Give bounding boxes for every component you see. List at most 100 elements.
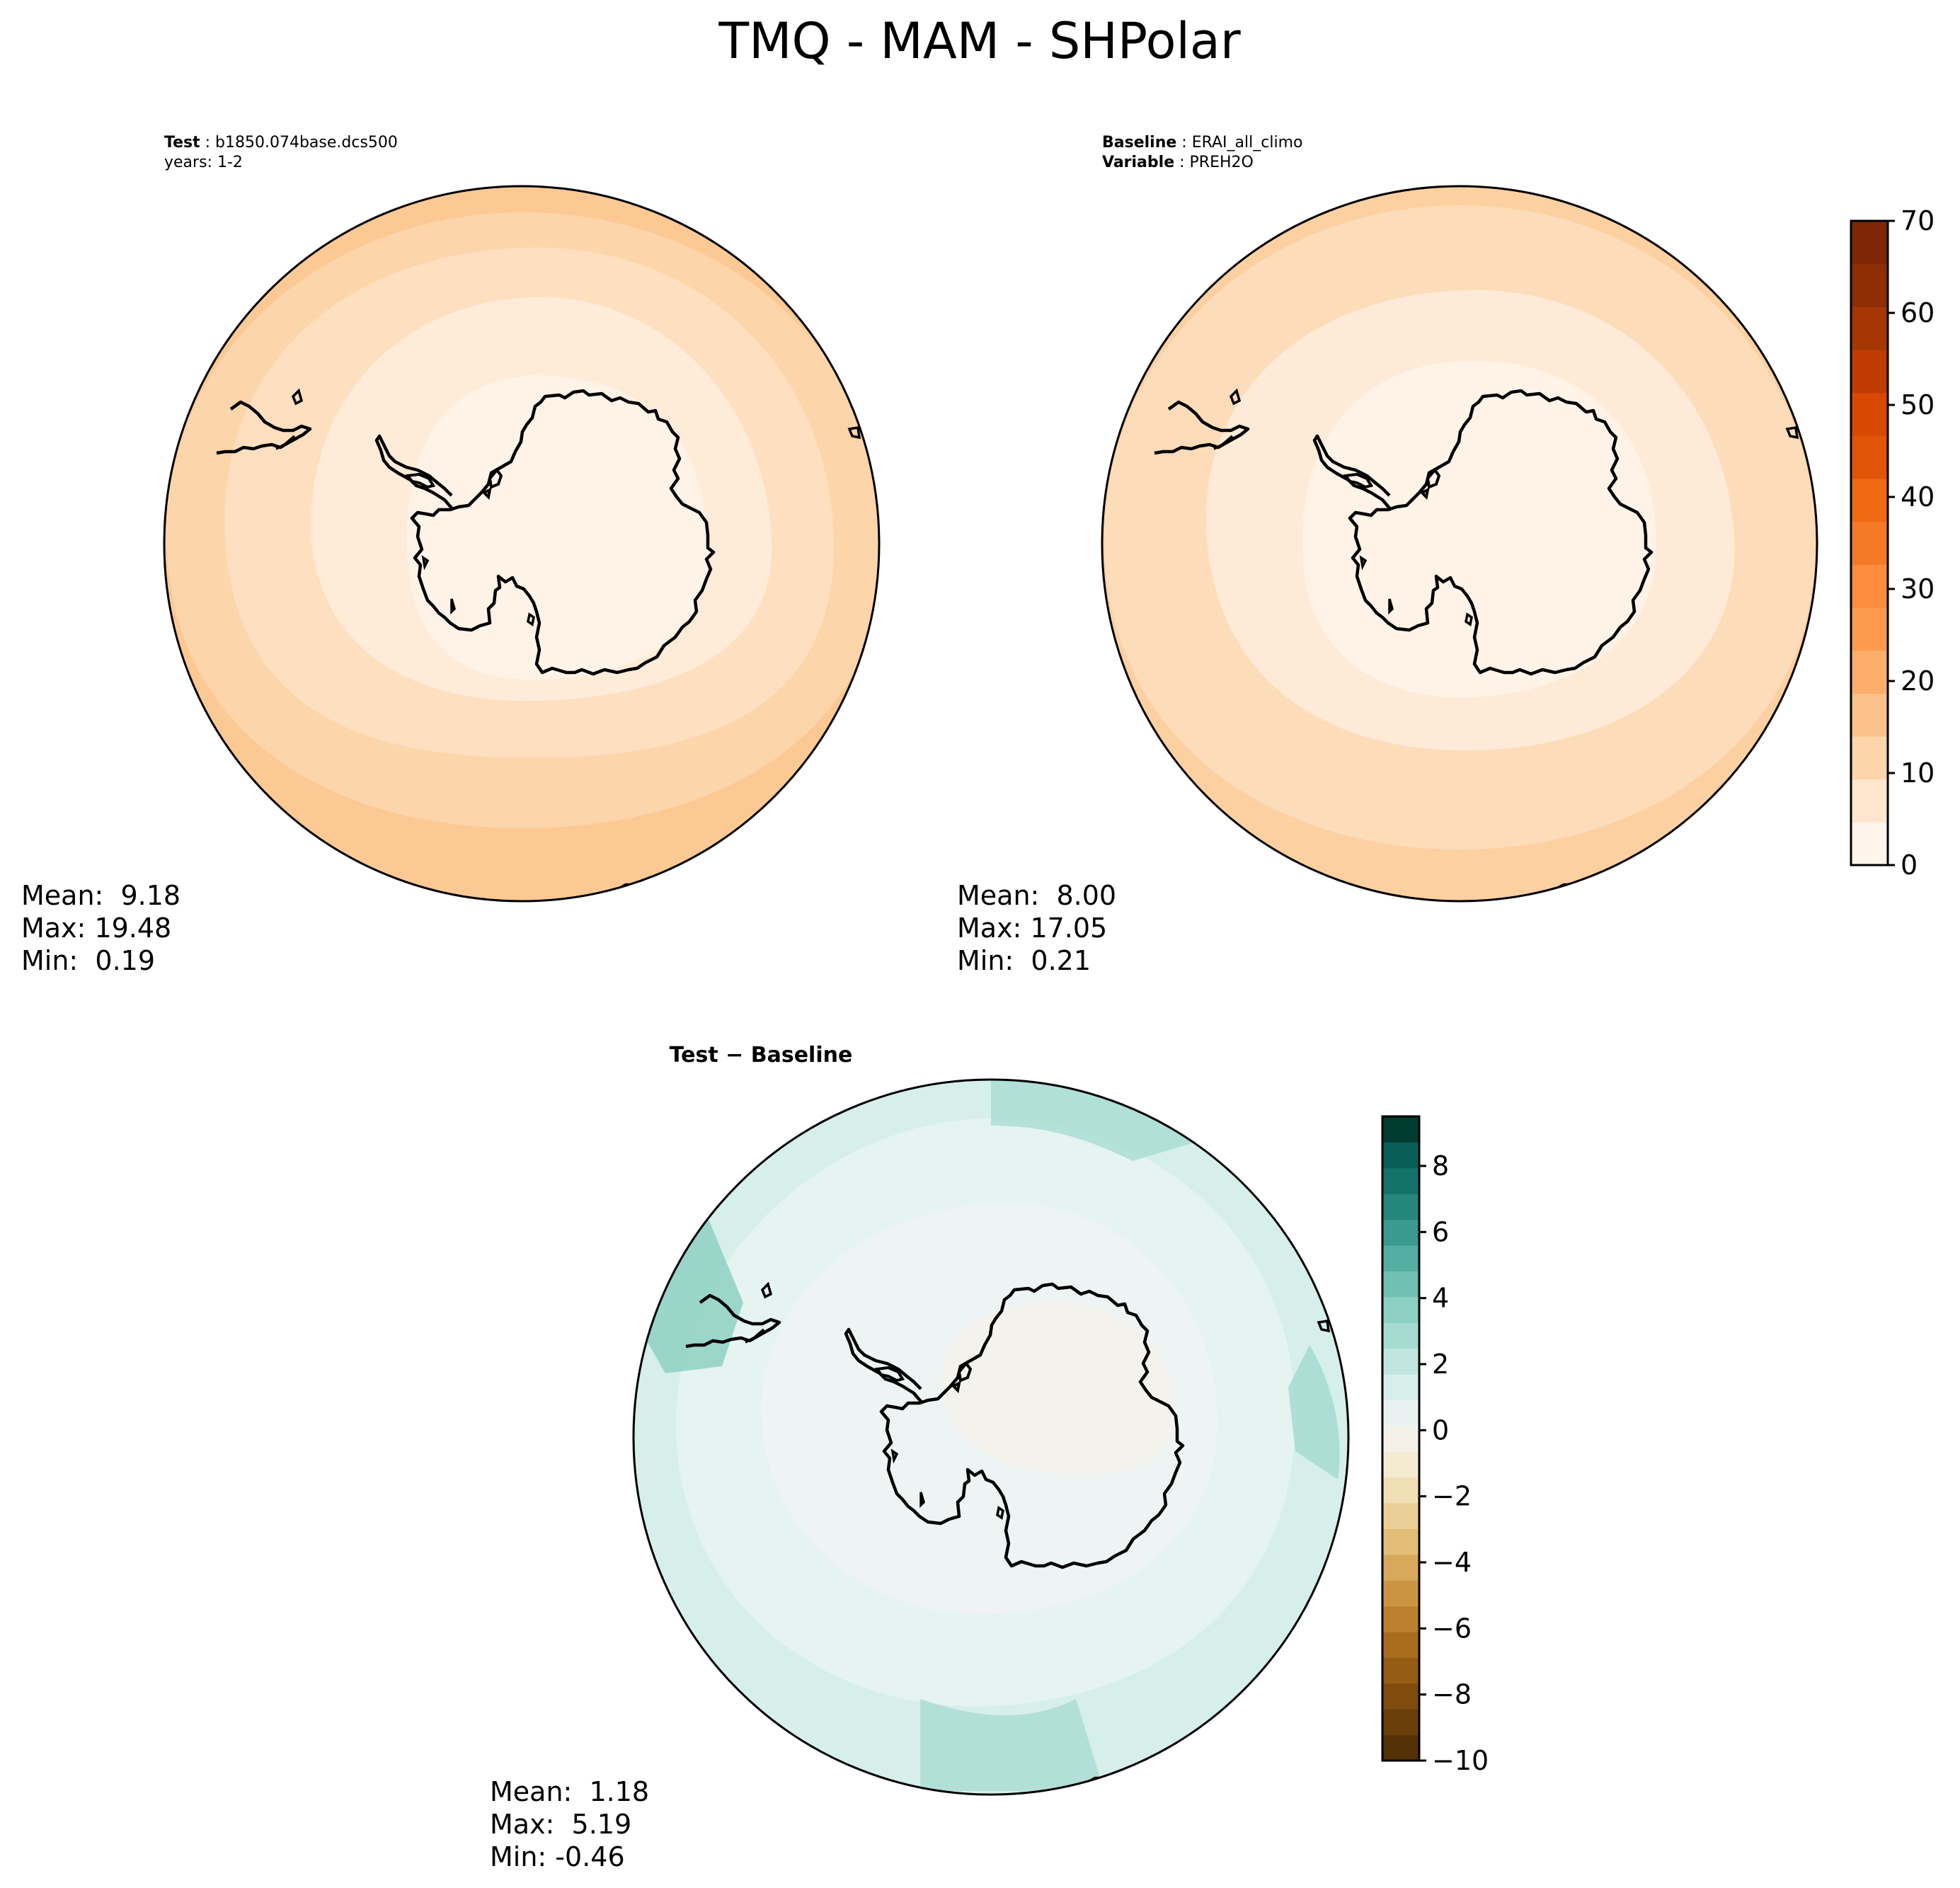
colorbar-diff-tick-label: 8 [1432,1150,1449,1182]
colorbar-diff-segment [1382,1400,1419,1426]
colorbar-top-segment [1851,221,1888,265]
test-years: years: 1-2 [164,154,243,171]
baseline-variable: Variable : PREH2O [1102,154,1254,171]
colorbar-diff-segment [1382,1657,1419,1684]
colorbar-top-segment [1851,736,1888,780]
colorbar-top-tick-label: 50 [1901,389,1935,420]
colorbar-diff-segment [1382,1477,1419,1504]
test-map-border [163,185,881,903]
colorbar-top-frame [1850,219,1889,866]
colorbar-diff-frame [1381,1115,1421,1762]
colorbar-diff-segment [1382,1374,1419,1400]
colorbar-diff-segment [1382,1528,1419,1555]
colorbar-top-segment [1851,693,1888,737]
baseline-field-core [1302,360,1657,698]
colorbar-diff-segment [1382,1116,1419,1143]
test-map [164,186,879,901]
colorbar-top-segment [1851,350,1888,394]
colorbar-top-segment [1851,521,1888,565]
colorbar-diff-segment [1382,1142,1419,1169]
colorbar-diff-segment [1382,1632,1419,1658]
test-mean: Mean: 9.18 [21,880,180,911]
colorbar-top-tick-label: 40 [1901,481,1935,513]
colorbar-top-segment [1851,307,1888,350]
baseline-label: Baseline : ERAI_all_climo [1102,134,1302,151]
diff-mean: Mean: 1.18 [490,1776,649,1807]
colorbar-diff-segment [1382,1580,1419,1607]
colorbar-diff-segment [1382,1683,1419,1710]
colorbar-top-segment [1851,650,1888,694]
colorbar-diff-tick-label: 4 [1432,1283,1449,1314]
diff-title: Test − Baseline [670,1043,853,1068]
colorbar-top-tick-label: 70 [1901,205,1935,236]
colorbar-top-segment [1851,263,1888,307]
colorbar-top-segment [1851,779,1888,823]
diff-field-high-east [1288,1345,1340,1480]
colorbar-diff-segment [1382,1734,1419,1761]
colorbar-top-segment [1851,392,1888,436]
baseline-mean: Mean: 8.00 [957,880,1116,911]
colorbar-diff-segment [1382,1219,1419,1246]
diff-map [634,1080,1348,1795]
colorbar-diff-segment [1382,1425,1419,1452]
baseline-label-key: Baseline [1102,134,1176,151]
diff-min: Min: -0.46 [490,1841,625,1872]
test-field-core [406,375,709,680]
baseline-map [1102,186,1817,901]
baseline-max: Max: 17.05 [957,912,1107,944]
colorbar-diff-segment [1382,1194,1419,1220]
colorbar-top-tick-label: 30 [1901,573,1935,605]
colorbar-top-tick-label: 10 [1901,757,1935,789]
colorbar-diff-tick-label: −2 [1432,1481,1472,1512]
test-max: Max: 19.48 [21,912,171,944]
colorbar-diff-tick-label: −4 [1432,1547,1472,1578]
colorbar-top-segment [1851,564,1888,608]
baseline-min: Min: 0.21 [957,945,1091,976]
colorbar-diff-tick-label: 0 [1432,1414,1449,1446]
colorbar-top-tick-label: 0 [1901,849,1918,881]
test-label: Test : b1850.074base.dcs500 [164,134,398,151]
colorbar-diff-segment [1382,1606,1419,1632]
baseline-map-border [1101,185,1818,903]
colorbar-diff-segment [1382,1271,1419,1298]
diff-field-core [941,1302,1176,1475]
baseline-variable-key: Variable [1102,154,1174,171]
colorbar-diff-segment [1382,1503,1419,1529]
test-panel: Test : b1850.074base.dcs500 years: 1-2 M… [21,134,881,976]
colorbar-top-segment [1851,822,1888,866]
colorbar-diff-segment [1382,1245,1419,1271]
test-label-value: b1850.074base.dcs500 [215,134,398,151]
diff-map-border [632,1078,1350,1796]
colorbar-diff-tick-label: −8 [1432,1679,1472,1710]
baseline-variable-value: PREH2O [1190,154,1254,171]
baseline-panel: Baseline : ERAI_all_climo Variable : PRE… [957,134,1818,976]
test-min: Min: 0.19 [21,945,155,976]
colorbar-top-segment [1851,435,1888,479]
colorbar-diff-segment [1382,1167,1419,1194]
colorbar-diff: 8 6 4 2 0 −2 −4 −6 −8 −10 [1381,1115,1489,1776]
colorbar-diff-tick-label: −10 [1432,1745,1489,1776]
colorbar-diff-tick-label: −6 [1432,1613,1472,1644]
colorbar-diff-segment [1382,1554,1419,1581]
diff-max: Max: 5.19 [490,1809,631,1840]
diff-field-high-south [920,1699,1104,1791]
baseline-label-value: ERAI_all_climo [1192,134,1303,151]
diff-field-high-west [637,1218,743,1373]
colorbar-diff-tick-label: 2 [1432,1349,1449,1380]
colorbar-diff-segment [1382,1296,1419,1323]
figure-title: TMQ - MAM - SHPolar [718,12,1240,70]
colorbar-diff-tick-label: 6 [1432,1216,1449,1247]
colorbar-diff-segment [1382,1348,1419,1375]
colorbar-diff-segment [1382,1709,1419,1736]
diff-panel: Test − Baseline Mean: 1.18 Max: 5.19 Min… [490,1043,1350,1872]
colorbar-top-segment [1851,479,1888,522]
colorbar-diff-segment [1382,1322,1419,1349]
colorbar-diff-segment [1382,1451,1419,1478]
diff-field-high-top [991,1080,1203,1161]
colorbar-top-tick-label: 60 [1901,297,1935,328]
colorbar-top-segment [1851,607,1888,651]
test-label-key: Test [164,134,200,151]
colorbar-top-tick-label: 20 [1901,665,1935,697]
colorbar-top: 0 10 20 30 40 50 60 70 [1850,205,1935,881]
